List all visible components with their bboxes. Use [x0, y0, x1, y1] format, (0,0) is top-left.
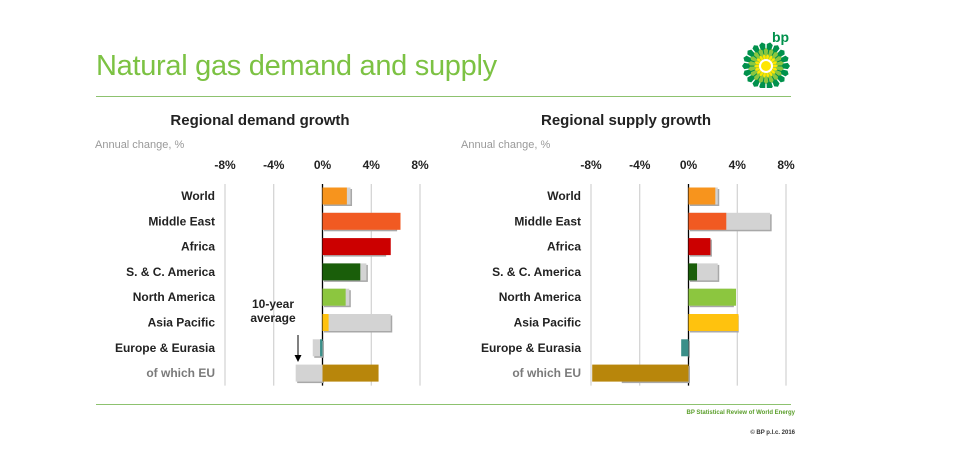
value-bar [322, 263, 361, 281]
x-tick-label: 0% [680, 158, 698, 172]
x-tick-label: 8% [777, 158, 795, 172]
x-tick-label: -8% [580, 158, 602, 172]
category-label: S. & C. America [492, 265, 581, 279]
ten-year-average-bar [322, 314, 391, 331]
supply-chart-panel: Regional supply growth Annual change, % -8… [456, 100, 816, 395]
category-label: North America [499, 290, 582, 304]
category-label: World [181, 189, 215, 203]
category-label: S. & C. America [126, 265, 215, 279]
x-tick-label: 4% [729, 158, 747, 172]
x-tick-label: 8% [411, 158, 429, 172]
value-bar [322, 364, 379, 382]
value-bar [688, 288, 737, 306]
bp-logo: bp [738, 28, 798, 90]
ten-year-average-bar [295, 364, 323, 382]
footer-divider [96, 404, 791, 405]
x-tick-label: -4% [263, 158, 285, 172]
category-label: Africa [181, 240, 215, 254]
ten-year-average-bar [312, 339, 323, 357]
value-bar [322, 187, 347, 205]
chart-title: Regional demand growth [170, 112, 349, 129]
value-bar [322, 212, 401, 230]
category-label: Middle East [148, 214, 215, 228]
x-tick-label: 4% [363, 158, 381, 172]
chart-subtitle: Annual change, % [461, 139, 551, 151]
source-note: BP Statistical Review of World Energy [686, 410, 795, 416]
category-label: Asia Pacific [148, 316, 216, 330]
value-bar [592, 364, 689, 382]
value-bar [322, 238, 391, 256]
logo-text: bp [772, 29, 789, 45]
x-tick-label: -8% [214, 158, 236, 172]
category-label: Europe & Eurasia [115, 341, 215, 355]
category-label: North America [133, 290, 216, 304]
category-label: Middle East [514, 214, 581, 228]
demand-chart-panel: Regional demand growth Annual change, % -8… [90, 100, 450, 395]
category-label: Asia Pacific [514, 316, 582, 330]
value-bar [688, 263, 698, 281]
copyright-note: © BP p.l.c. 2016 [750, 430, 795, 436]
category-label: Africa [547, 240, 581, 254]
annotation-arrowhead [294, 355, 302, 362]
value-bar [322, 314, 329, 331]
title-divider [96, 96, 791, 97]
category-label: World [547, 189, 581, 203]
value-bar [322, 288, 346, 306]
average-bar-shadow [688, 340, 690, 358]
value-bar [688, 314, 739, 331]
x-tick-label: 0% [314, 158, 332, 172]
x-tick-label: -4% [629, 158, 651, 172]
category-label: Europe & Eurasia [481, 341, 581, 355]
demand-chart: Regional demand growth Annual change, % -8… [95, 112, 429, 386]
chart-subtitle: Annual change, % [95, 139, 185, 151]
value-bar [681, 339, 689, 357]
bp-helios-icon: bp [742, 29, 790, 90]
category-label: of which EU [146, 366, 215, 380]
chart-title: Regional supply growth [541, 112, 711, 129]
value-bar [688, 238, 711, 256]
category-label: of which EU [512, 366, 581, 380]
page-title: Natural gas demand and supply [96, 50, 497, 82]
value-bar [320, 339, 323, 357]
value-bar [688, 212, 727, 230]
supply-chart: Regional supply growth Annual change, % -8… [461, 112, 795, 386]
annotation-text: 10-year [252, 297, 294, 311]
annotation-text: average [250, 311, 296, 325]
value-bar [688, 187, 716, 205]
